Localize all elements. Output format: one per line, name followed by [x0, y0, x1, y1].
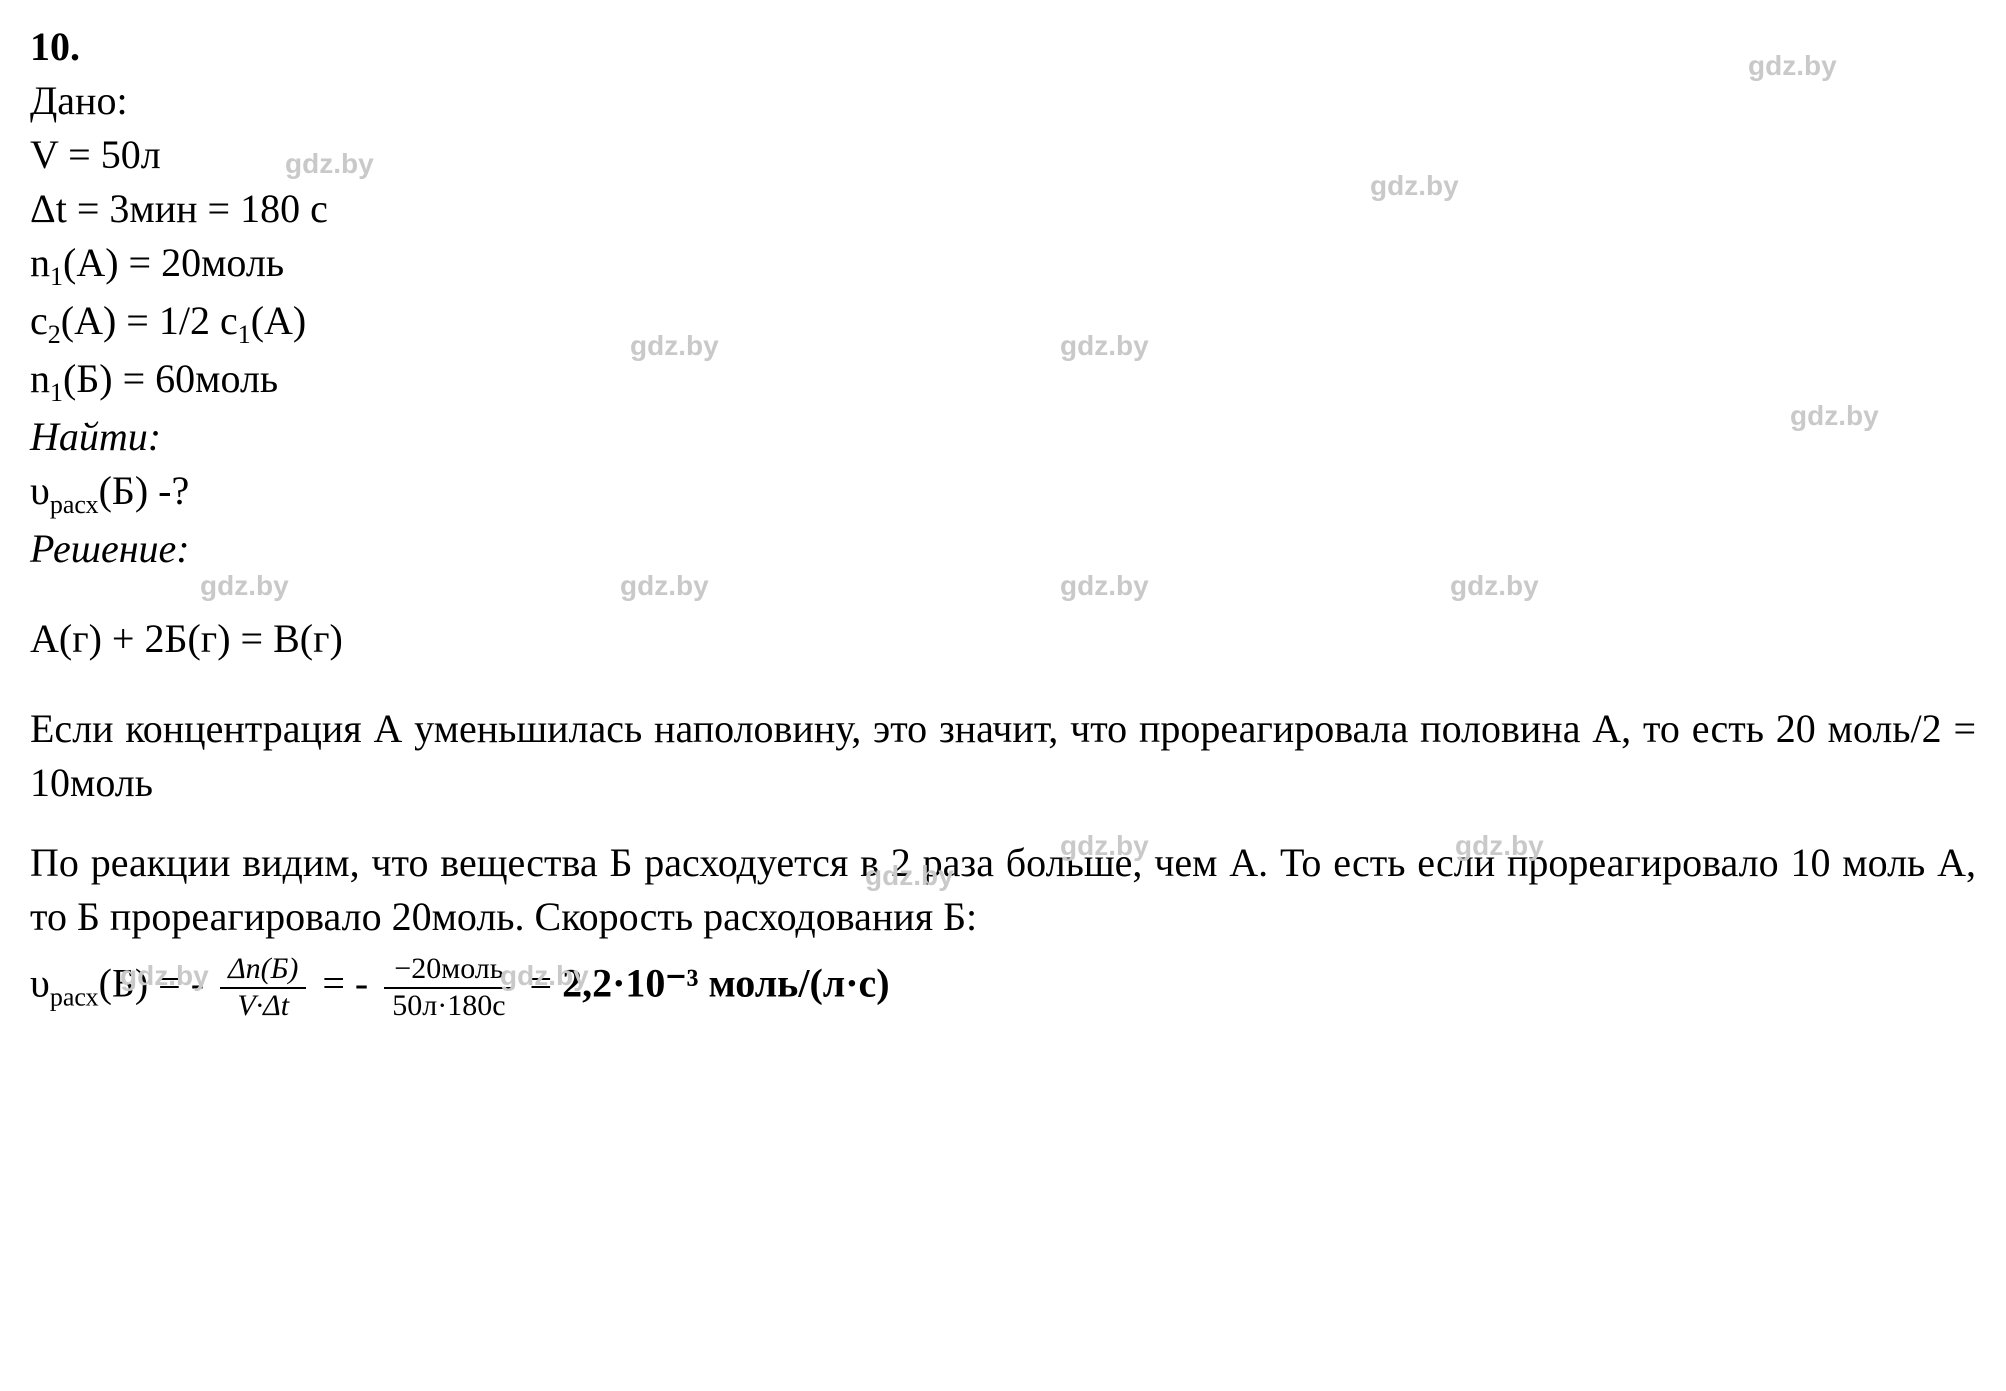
- given-label: Дано:: [30, 74, 1976, 128]
- find-tail: (Б) -?: [99, 468, 190, 513]
- fraction-2: −20моль 50л·180с: [384, 952, 513, 1023]
- fraction-1-num: Δn(Б): [220, 952, 306, 989]
- reaction-equation: А(г) + 2Б(г) = В(г): [30, 612, 1976, 666]
- fraction-2-den: 50л·180с: [384, 989, 513, 1024]
- find-label: Найти:: [30, 410, 1976, 464]
- given-time: Δt = 3мин = 180 с: [30, 182, 1976, 236]
- result-symbol: υ: [30, 961, 50, 1006]
- find-subscript: расх: [50, 490, 99, 519]
- result-eq: =: [530, 961, 563, 1006]
- given-n1-a: n1(А) = 20моль: [30, 236, 1976, 294]
- result-subscript: расх: [50, 983, 99, 1012]
- result-mid: = -: [322, 961, 378, 1006]
- paragraph-2: По реакции видим, что вещества Б расходу…: [30, 836, 1976, 944]
- find-symbol: υ: [30, 468, 50, 513]
- fraction-2-num: −20моль: [384, 952, 513, 989]
- given-volume: V = 50л: [30, 128, 1976, 182]
- given-n1-b: n1(Б) = 60моль: [30, 352, 1976, 410]
- fraction-1-den: V·Δt: [220, 989, 306, 1024]
- problem-number: 10.: [30, 24, 80, 69]
- paragraph-1: Если концентрация А уменьшилась наполови…: [30, 702, 1976, 810]
- result-answer: 2,2·10⁻³ моль/(л·с): [562, 961, 890, 1006]
- fraction-1: Δn(Б) V·Δt: [220, 952, 306, 1023]
- solution-label: Решение:: [30, 522, 1976, 576]
- result-lhs-arg: (Б) = -: [99, 961, 215, 1006]
- result-line: υрасх(Б) = - Δn(Б) V·Δt = - −20моль 50л·…: [30, 952, 1976, 1023]
- find-expression: υрасх(Б) -?: [30, 464, 1976, 522]
- given-c2-a: с2(А) = 1/2 с1(А): [30, 294, 1976, 352]
